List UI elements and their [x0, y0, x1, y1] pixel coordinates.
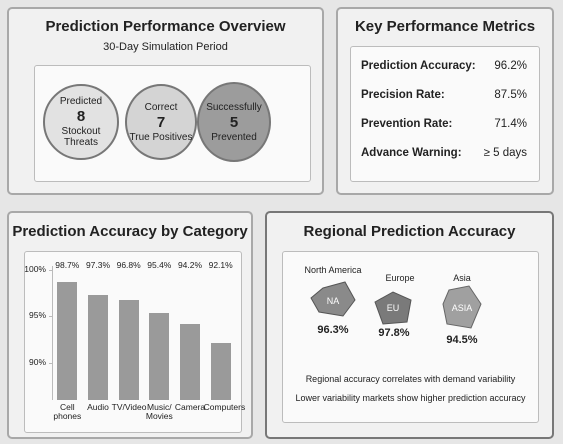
- regional-inner: North America NA 96.3% Europe EU 97.8% A…: [282, 251, 539, 423]
- region-accuracy: 96.3%: [317, 324, 349, 336]
- region-code: NA: [326, 296, 340, 306]
- stat-value: 7: [156, 113, 166, 131]
- metric-value: ≥ 5 days: [483, 147, 527, 159]
- metric-value: 96.2%: [494, 60, 527, 72]
- regional-panel: Regional Prediction Accuracy North Ameri…: [265, 211, 554, 439]
- region-name: North America: [304, 265, 362, 275]
- metrics-inner: Prediction Accuracy: 96.2% Precision Rat…: [350, 46, 540, 182]
- metric-label: Advance Warning:: [361, 147, 462, 159]
- chart-title: Prediction Accuracy by Category: [12, 223, 248, 240]
- chart-inner: [24, 251, 242, 433]
- stat-bottom: Stockout Threats: [61, 126, 101, 148]
- stat-value: 8: [76, 108, 86, 125]
- region-note: Regional accuracy correlates with demand…: [305, 374, 516, 384]
- stat-circle: Predicted 8 Stockout Threats: [43, 84, 119, 160]
- metrics-panel: Key Performance Metrics Prediction Accur…: [336, 7, 554, 195]
- region-shape: [374, 291, 412, 325]
- stat-top: Predicted: [59, 96, 103, 107]
- region-note: Lower variability markets show higher pr…: [295, 393, 526, 403]
- region-shapes: [310, 281, 482, 329]
- overview-inner: Predicted 8 Stockout Threats Correct 7 T…: [34, 65, 311, 182]
- region-name: Asia: [453, 273, 471, 283]
- region-accuracy: 97.8%: [378, 327, 410, 339]
- region-code: ASIA: [451, 303, 473, 313]
- stat-top: Successfully: [206, 101, 262, 113]
- stat-top: Correct: [144, 101, 178, 113]
- panel-title: Prediction Performance Overview: [45, 18, 286, 35]
- stat-value: 5: [229, 113, 239, 131]
- overview-panel: Prediction Performance Overview 30-Day S…: [7, 7, 324, 195]
- metric-label: Prevention Rate:: [361, 118, 453, 130]
- region-code: EU: [386, 303, 400, 313]
- stat-circle: Successfully 5 Prevented: [197, 82, 271, 162]
- region-accuracy: 94.5%: [446, 334, 478, 346]
- metric-value: 71.4%: [494, 118, 527, 130]
- region-shape: [442, 285, 482, 329]
- metric-label: Precision Rate:: [361, 89, 445, 101]
- metric-label: Prediction Accuracy:: [361, 60, 476, 72]
- stat-bottom: True Positives: [129, 131, 193, 143]
- panel-title: Regional Prediction Accuracy: [303, 223, 516, 240]
- region-shape: [310, 281, 356, 317]
- panel-title: Key Performance Metrics: [354, 18, 536, 35]
- stat-circle: Correct 7 True Positives: [125, 84, 197, 160]
- metric-value: 87.5%: [494, 89, 527, 101]
- region-name: Europe: [385, 273, 415, 283]
- panel-subtitle: 30-Day Simulation Period: [103, 41, 228, 53]
- chart-panel: Prediction Accuracy by Category: [7, 211, 253, 439]
- stat-bottom: Prevented: [211, 131, 257, 143]
